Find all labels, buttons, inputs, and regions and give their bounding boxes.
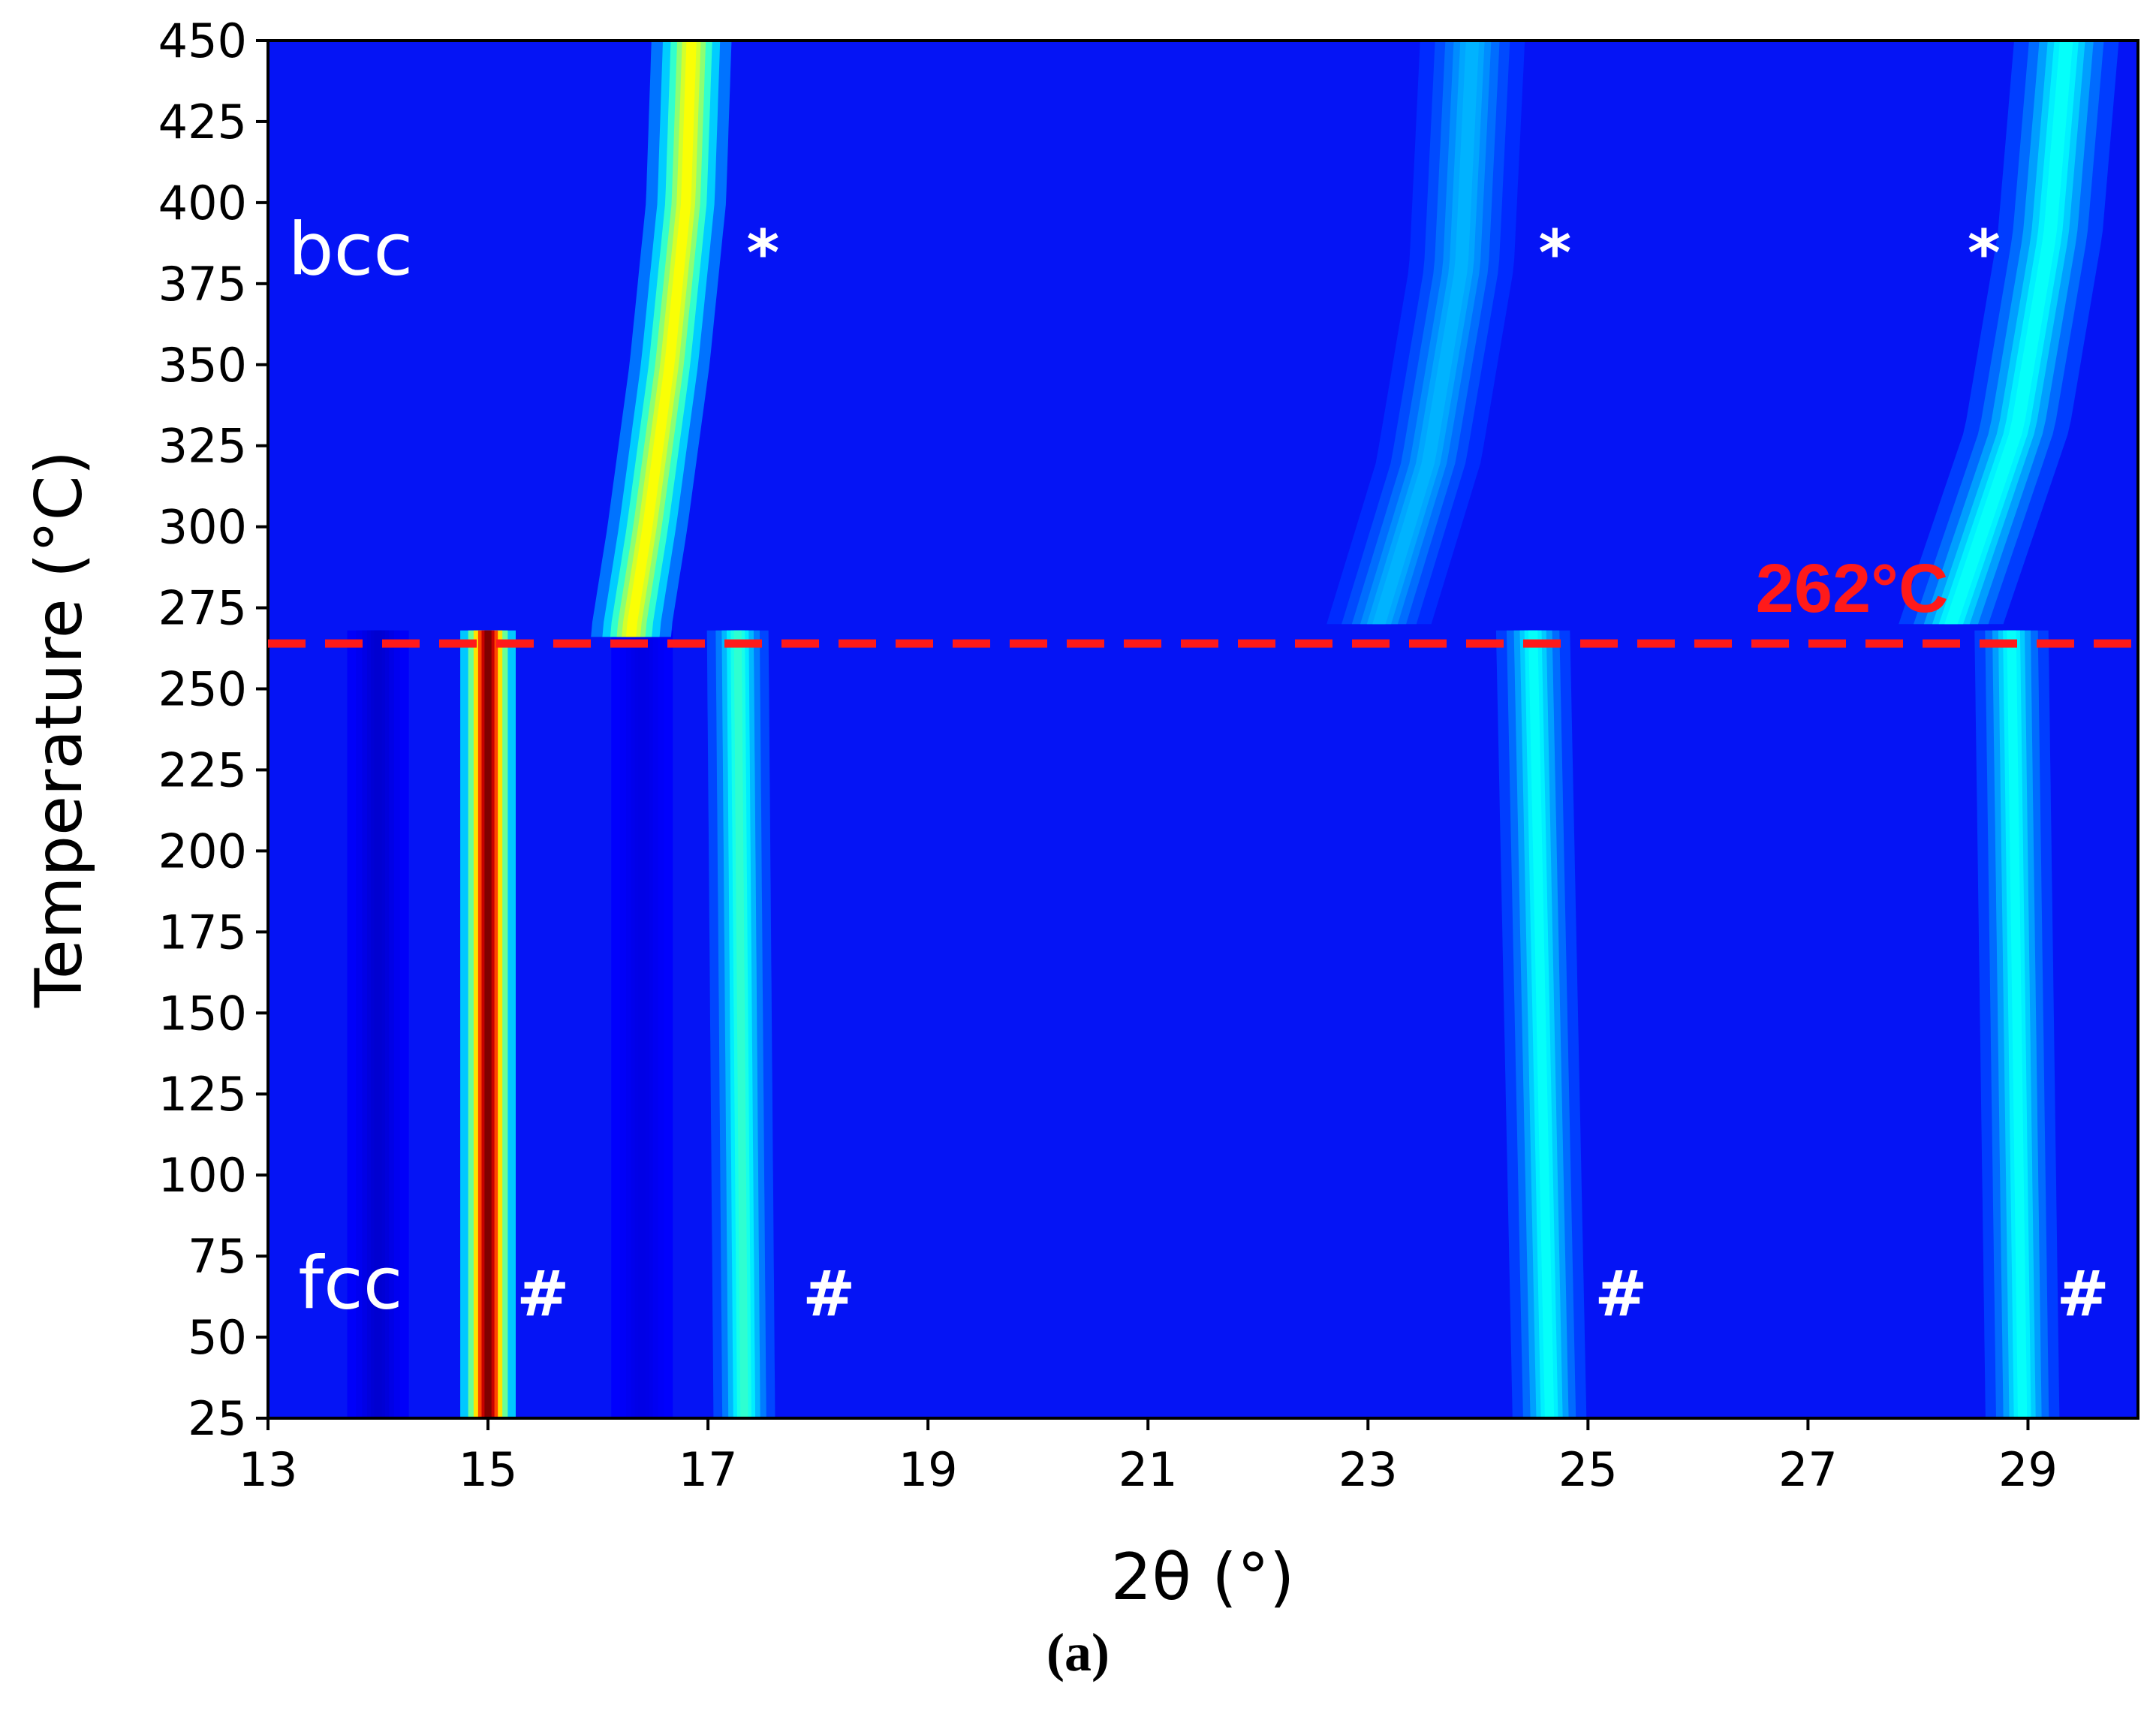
fcc-peak-marker: # <box>2057 1257 2109 1330</box>
peak-band <box>733 630 748 1418</box>
x-tick-label: 21 <box>1119 1442 1178 1497</box>
y-tick-label: 75 <box>188 1229 247 1284</box>
peak-fcc-15.0 <box>460 630 516 1418</box>
y-tick-label: 400 <box>158 176 247 230</box>
peak-bcc-16.7 <box>591 41 732 637</box>
peak-band <box>1528 630 1555 1418</box>
x-tick-label: 13 <box>239 1442 298 1497</box>
y-tick-label: 300 <box>158 500 247 555</box>
transition-line-group: 262°C <box>268 550 2138 648</box>
y-tick-label: 200 <box>158 824 247 878</box>
bcc-peak-marker: * <box>1968 216 2001 290</box>
heatmap-background <box>268 41 2138 1418</box>
bcc-peak-marker: * <box>746 216 779 290</box>
peak-band <box>622 41 701 637</box>
y-tick-label: 225 <box>158 743 247 797</box>
peak-band <box>625 41 697 637</box>
bcc-peak-marker: * <box>1538 216 1571 290</box>
peak-fcc-28.9 <box>1974 630 2060 1418</box>
y-tick-label: 25 <box>188 1391 247 1446</box>
peak-bcc-24.0 <box>1326 41 1525 625</box>
x-axis: 13 15 17 19 21 23 25 27 29 <box>239 1418 2058 1497</box>
peak-band <box>374 630 382 1418</box>
peak-band <box>484 630 492 1418</box>
plot-frame <box>266 39 2139 1420</box>
peak-band <box>1372 41 1480 625</box>
peak-band <box>2007 630 2028 1418</box>
annotations: bcc fcc * * * # # # # <box>288 207 2109 1330</box>
y-axis-title: Temperature (°C) <box>22 450 97 1008</box>
y-tick-label: 125 <box>158 1067 247 1122</box>
peak-band <box>1944 41 2073 625</box>
fcc-peak-marker: # <box>1594 1257 1647 1330</box>
peak-bcc-29.4 <box>1899 41 2119 625</box>
figure-caption: (a) <box>1046 1622 1110 1682</box>
x-tick-label: 27 <box>1778 1442 1838 1497</box>
y-tick-label: 175 <box>158 905 247 959</box>
peak-fcc-17.3 <box>706 630 775 1418</box>
x-tick-label: 23 <box>1338 1442 1398 1497</box>
y-tick-label: 275 <box>158 581 247 636</box>
peak-fcc-weak-14.0 <box>347 630 409 1418</box>
y-tick-label: 250 <box>158 662 247 717</box>
phase-label-fcc: fcc <box>298 1242 402 1326</box>
x-tick-label: 29 <box>1998 1442 2058 1497</box>
peak-band <box>638 630 646 1418</box>
x-tick-label: 15 <box>459 1442 518 1497</box>
y-tick-label: 375 <box>158 257 247 312</box>
phase-label-bcc: bcc <box>288 207 414 291</box>
fcc-peak-marker: # <box>516 1257 569 1330</box>
y-tick-label: 325 <box>158 419 247 474</box>
peak-band <box>1366 41 1485 625</box>
y-tick-label: 350 <box>158 338 247 393</box>
y-tick-label: 150 <box>158 986 247 1041</box>
fcc-peak-marker: # <box>802 1257 855 1330</box>
plot-area <box>268 41 2138 1418</box>
transition-temperature-label: 262°C <box>1756 550 1949 627</box>
y-axis: 25 50 75 100 125 150 175 200 225 250 275 300 325 350 3… <box>158 14 268 1446</box>
peak-band <box>1938 41 2079 625</box>
peak-fcc-weak-16.4 <box>611 630 673 1418</box>
y-tick-label: 100 <box>158 1148 247 1203</box>
x-tick-label: 19 <box>899 1442 958 1497</box>
peak-fcc-24.7 <box>1495 630 1587 1418</box>
x-axis-title: 2θ (°) <box>1111 1540 1295 1615</box>
y-tick-label: 50 <box>188 1310 247 1365</box>
y-tick-label: 450 <box>158 14 247 68</box>
diffraction-peaks <box>347 41 2119 1418</box>
x-tick-label: 17 <box>679 1442 738 1497</box>
x-tick-label: 25 <box>1558 1442 1618 1497</box>
y-tick-label: 425 <box>158 95 247 149</box>
